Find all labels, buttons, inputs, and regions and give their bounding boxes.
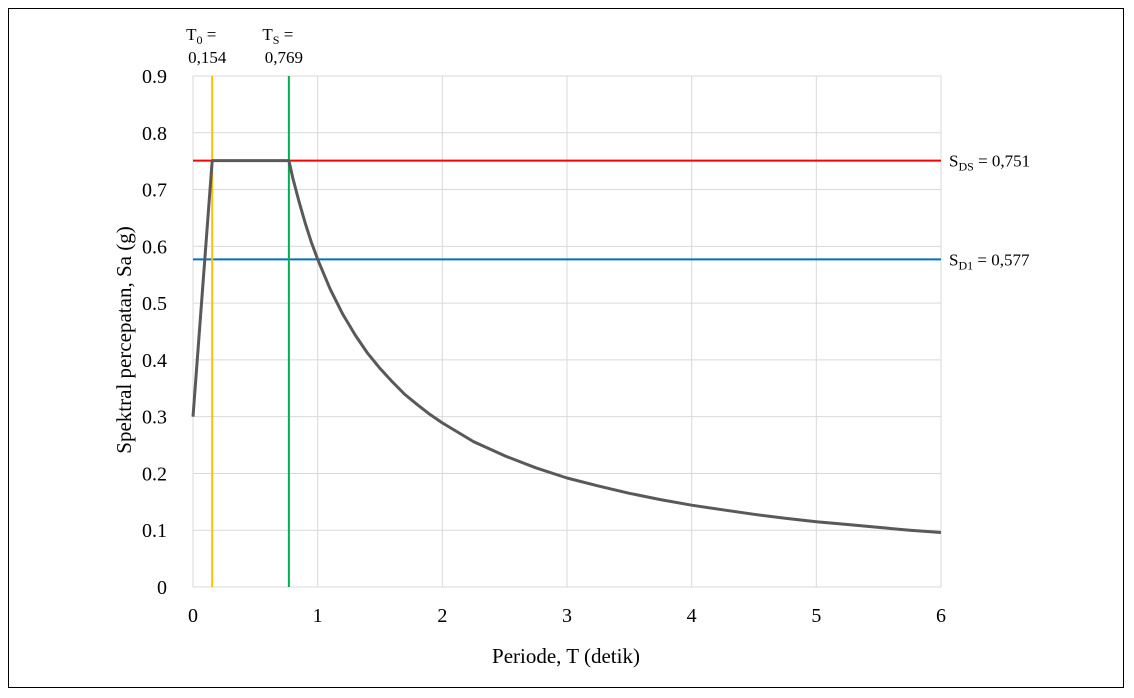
x-tick-label-6: 6	[936, 605, 946, 627]
response-spectrum-chart: 0 0.1 0.2 0.3 0.4 0.5 0.6 0.7 0.8 0.9 0 1 2 3 4 5 6 SDS …	[112, 25, 1030, 668]
x-tick-label-4: 4	[687, 605, 697, 627]
x-tick-label-0: 0	[188, 605, 198, 627]
x-tick-label-1: 1	[313, 605, 323, 627]
y-axis-title: Spektral percepatan, Sa (g)	[112, 226, 136, 453]
y-tick-label-6: 0.6	[142, 236, 167, 258]
tick-labels: 0 0.1 0.2 0.3 0.4 0.5 0.6 0.7 0.8 0.9 0 1 2 3 4 5 6	[142, 66, 946, 627]
spectrum-curve-0	[191, 159, 942, 534]
x-tick-label-5: 5	[811, 605, 821, 627]
y-tick-label-9: 0.9	[142, 66, 167, 88]
y-tick-label-5: 0.5	[142, 293, 167, 315]
y-tick-label-2: 0.2	[142, 463, 167, 485]
t0-value: 0,154	[188, 48, 227, 67]
y-tick-label-3: 0.3	[142, 407, 167, 429]
y-tick-label-1: 0.1	[142, 520, 167, 542]
annotations: SDS = 0,751 SD1 = 0,577 T0 =0,154 TS =0,769	[186, 25, 1030, 272]
sd1-label: SD1 = 0,577	[949, 250, 1030, 272]
chart-frame: 0 0.1 0.2 0.3 0.4 0.5 0.6 0.7 0.8 0.9 0 1 2 3 4 5 6 SDS …	[8, 8, 1124, 688]
ts-value: 0,769	[265, 48, 303, 67]
sds-label: SDS = 0,751	[949, 152, 1030, 174]
y-tick-label-7: 0.7	[142, 180, 167, 202]
x-axis-title: Periode, T (detik)	[492, 644, 640, 668]
t0-label: T0 =	[186, 25, 216, 47]
data-series	[191, 159, 942, 534]
x-tick-label-3: 3	[562, 605, 572, 627]
y-tick-label-8: 0.8	[142, 123, 167, 145]
y-tick-label-0: 0	[157, 577, 167, 599]
ts-label: TS =	[262, 25, 293, 47]
x-tick-label-2: 2	[437, 605, 447, 627]
y-tick-label-4: 0.4	[142, 350, 167, 372]
gridlines	[192, 75, 942, 588]
